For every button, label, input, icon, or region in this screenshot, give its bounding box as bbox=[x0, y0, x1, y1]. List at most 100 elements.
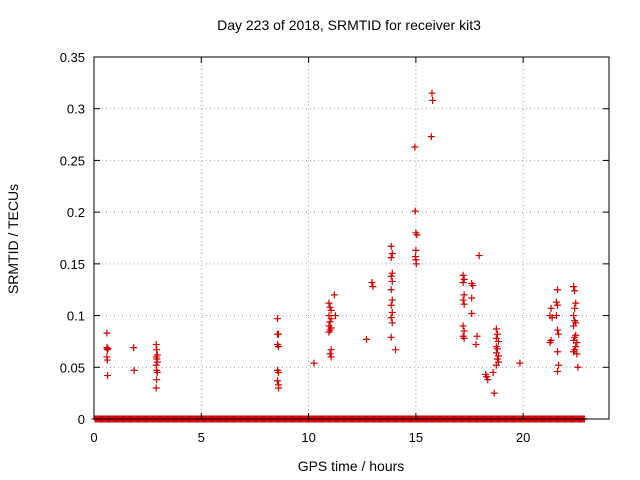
data-point bbox=[482, 371, 490, 379]
data-point bbox=[104, 372, 112, 380]
data-point bbox=[468, 294, 476, 302]
x-axis-label: GPS time / hours bbox=[298, 458, 405, 474]
data-point bbox=[516, 359, 524, 367]
data-point bbox=[153, 376, 161, 384]
y-tick-label: 0.3 bbox=[67, 102, 85, 117]
data-point bbox=[459, 322, 467, 330]
data-point bbox=[388, 319, 396, 327]
data-point bbox=[152, 384, 160, 392]
data-point bbox=[460, 327, 468, 335]
data-point bbox=[273, 377, 281, 385]
data-point bbox=[492, 325, 500, 333]
data-point bbox=[552, 312, 560, 320]
grid-layer bbox=[94, 57, 609, 419]
data-point bbox=[325, 299, 333, 307]
data-point bbox=[412, 260, 420, 268]
data-point bbox=[387, 254, 395, 262]
data-point bbox=[391, 346, 399, 354]
data-point bbox=[388, 269, 396, 277]
data-point bbox=[554, 348, 561, 356]
data-point bbox=[387, 333, 395, 341]
data-point bbox=[548, 314, 556, 322]
plot-frame bbox=[93, 56, 610, 420]
data-point bbox=[427, 133, 435, 141]
data-point bbox=[275, 343, 283, 351]
x-tick-labels: 0 5 10 15 20 bbox=[90, 430, 530, 445]
data-point bbox=[326, 303, 334, 311]
data-point bbox=[573, 350, 581, 358]
data-point bbox=[468, 310, 476, 318]
data-point bbox=[388, 277, 396, 285]
data-point bbox=[326, 350, 334, 358]
data-point bbox=[275, 330, 283, 338]
data-point bbox=[555, 361, 563, 369]
data-point bbox=[571, 287, 579, 295]
data-point bbox=[555, 330, 563, 338]
data-point bbox=[387, 242, 395, 250]
data-point bbox=[363, 335, 371, 343]
data-point bbox=[475, 252, 483, 260]
data-point bbox=[573, 338, 581, 346]
x-tick-label: 5 bbox=[198, 430, 205, 445]
data-point bbox=[493, 330, 501, 338]
data-point bbox=[310, 359, 318, 367]
data-point bbox=[103, 346, 111, 354]
data-point bbox=[388, 250, 396, 258]
data-point bbox=[571, 333, 579, 341]
data-point bbox=[493, 345, 501, 353]
data-point bbox=[473, 332, 481, 340]
data-point bbox=[484, 376, 492, 384]
data-point bbox=[103, 329, 111, 337]
data-point bbox=[472, 341, 480, 349]
data-point bbox=[327, 306, 335, 314]
data-point bbox=[412, 246, 420, 254]
data-point bbox=[574, 363, 582, 371]
data-point bbox=[275, 384, 283, 392]
data-point bbox=[571, 304, 579, 312]
x-tick-label: 20 bbox=[516, 430, 530, 445]
data-point bbox=[554, 367, 561, 375]
y-tick-label: 0.15 bbox=[60, 257, 85, 272]
data-point bbox=[460, 300, 468, 308]
data-point bbox=[327, 353, 335, 361]
data-point bbox=[327, 346, 335, 354]
data-point bbox=[411, 207, 419, 215]
chart-title: Day 223 of 2018, SRMTID for receiver kit… bbox=[217, 17, 481, 33]
y-tick-label: 0.05 bbox=[60, 360, 85, 375]
data-point bbox=[153, 368, 161, 376]
data-point bbox=[130, 366, 138, 374]
data-point bbox=[572, 343, 580, 351]
data-point bbox=[104, 345, 112, 353]
data-point bbox=[153, 358, 161, 366]
data-point bbox=[460, 291, 468, 299]
data-point bbox=[570, 283, 578, 291]
x-tick-label: 0 bbox=[90, 430, 97, 445]
data-point bbox=[460, 275, 468, 283]
data-point bbox=[387, 301, 395, 309]
data-point bbox=[429, 96, 437, 104]
data-point bbox=[369, 283, 377, 291]
data-point bbox=[570, 312, 578, 320]
data-point bbox=[388, 296, 396, 304]
data-point bbox=[103, 356, 111, 364]
axis-ticks bbox=[93, 56, 609, 420]
data-point bbox=[459, 278, 467, 286]
data-point bbox=[273, 315, 281, 323]
data-point bbox=[153, 346, 161, 354]
data-points bbox=[103, 89, 582, 397]
data-point bbox=[330, 291, 338, 299]
data-point bbox=[554, 326, 561, 334]
data-point bbox=[489, 368, 497, 376]
data-point bbox=[326, 318, 334, 326]
data-point bbox=[492, 361, 500, 369]
data-point bbox=[493, 355, 501, 363]
data-point bbox=[554, 301, 561, 309]
data-point bbox=[490, 389, 498, 397]
data-point bbox=[494, 337, 502, 345]
data-point bbox=[552, 298, 560, 306]
data-point bbox=[325, 328, 333, 336]
y-tick-label: 0.1 bbox=[67, 309, 85, 324]
y-tick-label: 0 bbox=[78, 412, 85, 427]
data-point bbox=[469, 282, 477, 290]
